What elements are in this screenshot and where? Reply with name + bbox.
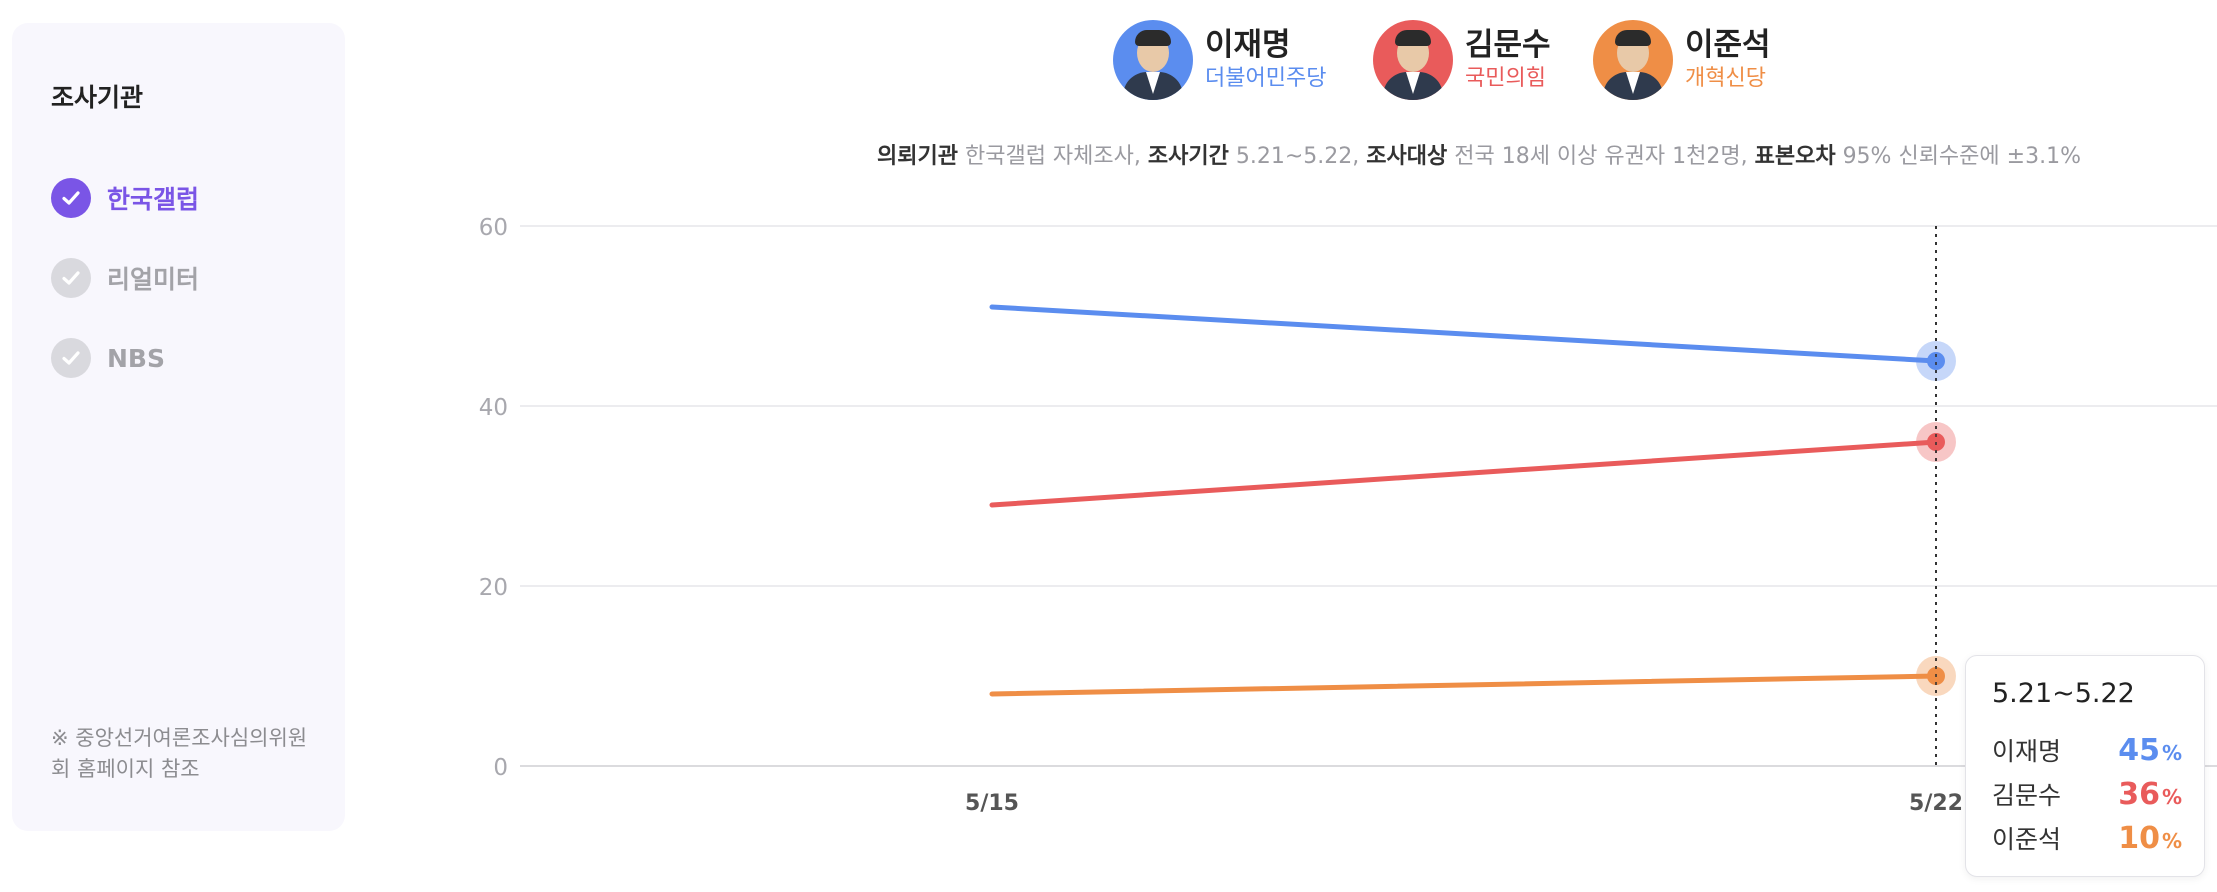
info-org-label: 의뢰기관 bbox=[877, 144, 958, 169]
candidate-name: 이재명 bbox=[1205, 27, 1291, 63]
tooltip-row: 이재명 45% bbox=[1992, 730, 2182, 770]
x-tick-label: 5/15 bbox=[965, 791, 1019, 816]
info-period-value: 5.21~5.22, bbox=[1235, 144, 1360, 169]
source-note: ※ 중앙선거여론조사심의위원회 홈페이지 참조 bbox=[51, 726, 308, 781]
candidate-name: 김문수 bbox=[1465, 27, 1551, 63]
source-item-label: NBS bbox=[107, 343, 165, 373]
candidate-legend: 이재명 더불어민주당 김문수 국민의힘 이준석 개혁신당 bbox=[0, 20, 2217, 110]
hover-tooltip: 5.21~5.22 이재명 45% 김문수 36% 이준석 10% bbox=[1965, 655, 2205, 877]
y-tick-label: 60 bbox=[479, 215, 508, 241]
tooltip-value: 45% bbox=[2118, 732, 2182, 768]
source-item-label: 한국갤럽 bbox=[107, 185, 200, 214]
candidate-party: 더불어민주당 bbox=[1205, 66, 1327, 91]
info-period-label: 조사기간 bbox=[1147, 144, 1229, 169]
candidate-name: 이준석 bbox=[1685, 27, 1771, 63]
tooltip-row: 이준석 10% bbox=[1992, 818, 2182, 858]
series-line bbox=[989, 304, 1939, 364]
candidate-party: 개혁신당 bbox=[1685, 66, 1766, 91]
source-item-label: 리얼미터 bbox=[107, 265, 200, 294]
y-tick-label: 40 bbox=[479, 395, 508, 421]
candidate-avatar bbox=[1593, 20, 1673, 100]
survey-info: 의뢰기관 한국갤럽 자체조사, 조사기간 5.21~5.22, 조사대상 전국 … bbox=[877, 138, 2081, 170]
source-item-gallup[interactable]: 한국갤럽 bbox=[51, 178, 199, 218]
info-org-value: 한국갤럽 자체조사, bbox=[964, 144, 1141, 169]
info-error-label: 표본오차 bbox=[1754, 144, 1836, 169]
source-item-realmeter[interactable]: 리얼미터 bbox=[51, 258, 199, 298]
check-icon bbox=[51, 178, 91, 218]
y-tick-label: 0 bbox=[493, 755, 508, 781]
tooltip-value: 10% bbox=[2118, 820, 2182, 856]
candidate-avatar bbox=[1373, 20, 1453, 100]
source-sidebar: 조사기관 한국갤럽 리얼미터 NBS ※ 중앙선거여론조사심의위원회 홈페이지 … bbox=[12, 23, 345, 831]
series-line bbox=[989, 439, 1939, 508]
sidebar-title: 조사기관 bbox=[51, 83, 144, 112]
y-tick-label: 20 bbox=[479, 575, 508, 601]
tooltip-title: 5.21~5.22 bbox=[1992, 678, 2135, 709]
legend-item-candidate-2: 김문수 국민의힘 bbox=[1373, 20, 1551, 100]
x-tick-label: 5/22 bbox=[1909, 791, 1963, 816]
tooltip-value: 36% bbox=[2118, 776, 2182, 812]
tooltip-name: 이준석 bbox=[1992, 825, 2062, 854]
legend-item-candidate-1: 이재명 더불어민주당 bbox=[1113, 20, 1326, 100]
source-item-nbs[interactable]: NBS bbox=[51, 338, 165, 378]
info-error-value: 95% 신뢰수준에 ±3.1% bbox=[1842, 144, 2081, 169]
tooltip-name: 이재명 bbox=[1992, 737, 2062, 766]
info-target-value: 전국 18세 이상 유권자 1천2명, bbox=[1454, 144, 1748, 169]
legend-item-candidate-3: 이준석 개혁신당 bbox=[1593, 20, 1771, 100]
candidate-party: 국민의힘 bbox=[1465, 66, 1546, 91]
check-icon bbox=[51, 258, 91, 298]
tooltip-row: 김문수 36% bbox=[1992, 774, 2182, 814]
series-line bbox=[989, 673, 1939, 697]
data-point bbox=[1927, 352, 1945, 370]
tooltip-name: 김문수 bbox=[1992, 781, 2062, 810]
check-icon bbox=[51, 338, 91, 378]
candidate-avatar bbox=[1113, 20, 1193, 100]
info-target-label: 조사대상 bbox=[1366, 144, 1448, 169]
